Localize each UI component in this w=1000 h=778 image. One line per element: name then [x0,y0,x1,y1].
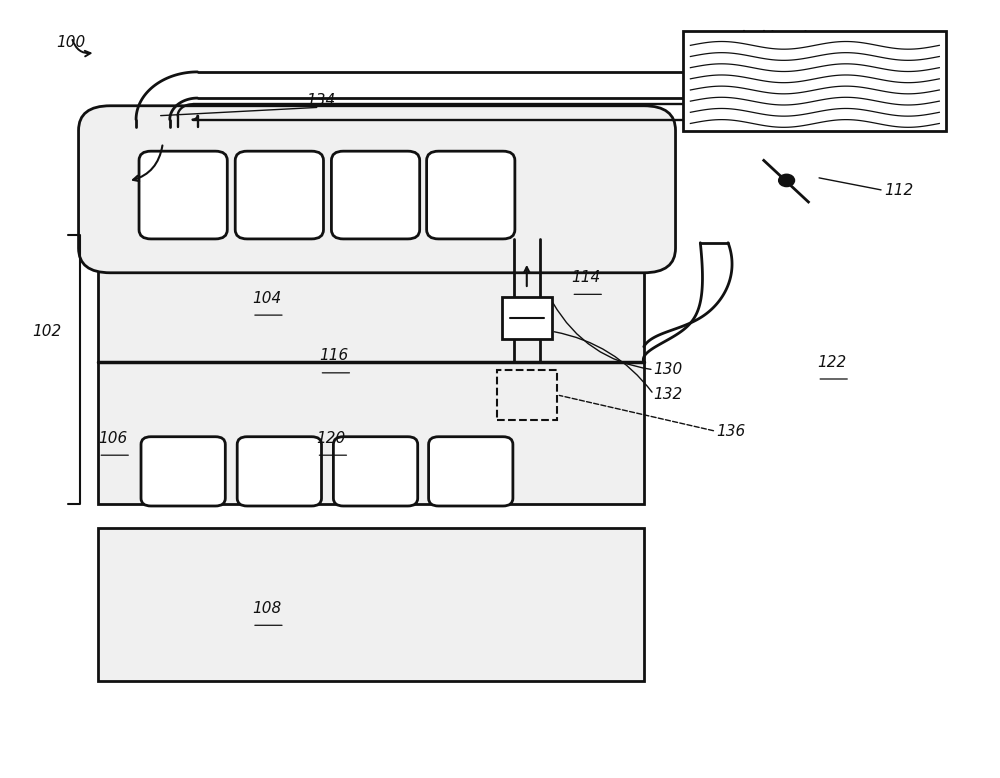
Text: 136: 136 [716,424,745,439]
FancyBboxPatch shape [79,106,676,273]
Text: 122: 122 [817,355,847,370]
FancyBboxPatch shape [235,151,323,239]
Text: 112: 112 [884,183,913,198]
Text: 100: 100 [57,35,86,50]
Text: 104: 104 [252,291,281,306]
Text: 106: 106 [98,431,128,446]
Bar [98,362,644,504]
Text: 102: 102 [32,324,61,338]
Bar [497,370,557,420]
Bar [502,296,552,339]
FancyBboxPatch shape [427,151,515,239]
FancyBboxPatch shape [429,436,513,506]
FancyBboxPatch shape [237,436,322,506]
FancyBboxPatch shape [141,436,225,506]
Bar [98,239,644,362]
FancyBboxPatch shape [333,436,418,506]
Text: 116: 116 [320,349,349,363]
Text: 130: 130 [654,363,683,377]
Circle shape [779,174,795,187]
Bar [683,31,946,131]
Text: 132: 132 [654,387,683,402]
Text: 110: 110 [757,74,789,92]
Text: 134: 134 [307,93,336,108]
Text: 114: 114 [571,270,601,285]
Text: 120: 120 [317,431,346,446]
FancyBboxPatch shape [331,151,420,239]
Bar [98,527,644,682]
Text: 108: 108 [252,601,281,616]
FancyBboxPatch shape [139,151,227,239]
